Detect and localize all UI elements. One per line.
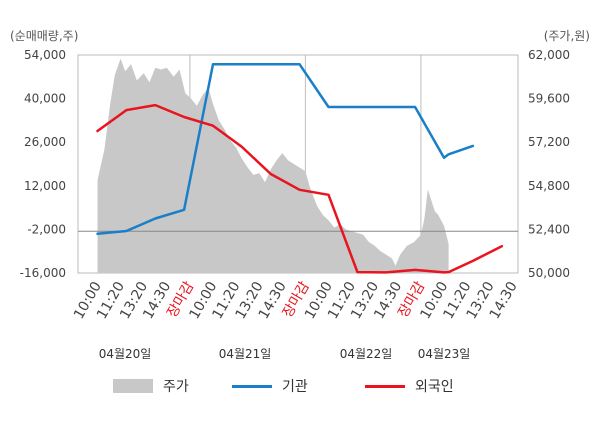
left-tick-label: -2,000 <box>27 222 66 236</box>
right-unit-label: (주가,원) <box>544 29 590 43</box>
series-layer <box>96 63 504 274</box>
legend-swatch-institution <box>232 384 272 388</box>
left-tick-label: -16,000 <box>20 266 66 280</box>
left-tick-label: 54,000 <box>24 48 66 62</box>
day-labels: 04월20일 04월21일 04월22일 04월23일 <box>99 347 471 361</box>
left-unit-label: (순매매량,주) <box>10 29 78 43</box>
price-area-layer <box>97 58 449 273</box>
legend-swatch-price <box>113 379 153 393</box>
legend-swatch-foreign <box>365 384 405 388</box>
right-tick-label: 62,000 <box>528 48 570 62</box>
x-axis-ticks: 10:0011:2013:2014:30장마감10:0011:2013:2014… <box>71 279 521 322</box>
legend-label-foreign: 외국인 <box>415 379 454 395</box>
institution-series-line <box>96 63 475 236</box>
legend: 주가 기관 외국인 <box>0 374 600 398</box>
day-label: 04월22일 <box>340 347 393 361</box>
left-tick-label: 40,000 <box>24 92 66 106</box>
right-tick-label: 57,200 <box>528 135 570 149</box>
legend-label-institution: 기관 <box>282 379 308 395</box>
left-tick-label: 26,000 <box>24 135 66 149</box>
right-tick-label: 54,800 <box>528 179 570 193</box>
right-tick-label: 59,600 <box>528 92 570 106</box>
day-label: 04월21일 <box>219 347 272 361</box>
left-axis-ticks: 54,000 40,000 26,000 12,000 -2,000 -16,000 <box>20 48 66 280</box>
legend-item-institution: 기관 <box>232 374 308 398</box>
legend-item-price: 주가 <box>113 374 189 398</box>
legend-item-foreign: 외국인 <box>365 374 454 398</box>
right-tick-label: 52,400 <box>528 222 570 236</box>
right-axis-ticks: 62,000 59,600 57,200 54,800 52,400 50,000 <box>528 48 570 280</box>
day-label: 04월20일 <box>99 347 152 361</box>
day-label: 04월23일 <box>418 347 471 361</box>
legend-label-price: 주가 <box>163 379 189 395</box>
price-area <box>97 58 449 273</box>
right-tick-label: 50,000 <box>528 266 570 280</box>
foreign-series-line <box>96 103 504 274</box>
left-tick-label: 12,000 <box>24 179 66 193</box>
